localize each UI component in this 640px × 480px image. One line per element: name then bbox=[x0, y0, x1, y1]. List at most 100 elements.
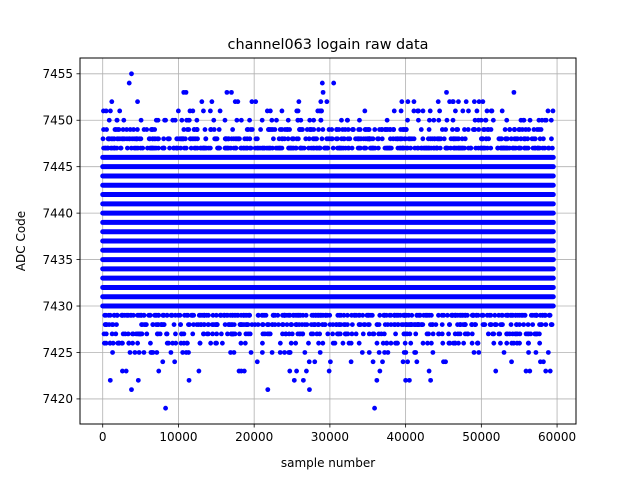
data-point bbox=[157, 331, 163, 337]
data-point bbox=[185, 312, 191, 318]
data-point bbox=[131, 312, 136, 318]
y-tick-label: 7440 bbox=[42, 206, 73, 220]
data-point bbox=[254, 145, 260, 151]
data-point bbox=[336, 331, 342, 337]
data-point bbox=[214, 331, 220, 337]
data-point bbox=[457, 331, 463, 337]
data-point bbox=[382, 350, 387, 355]
x-tick-label: 60000 bbox=[538, 430, 576, 444]
data-point bbox=[532, 331, 538, 337]
data-point bbox=[379, 136, 385, 142]
data-point bbox=[255, 322, 261, 327]
data-point bbox=[199, 99, 205, 105]
data-point bbox=[150, 350, 156, 355]
data-point bbox=[384, 312, 389, 318]
data-point-outlier bbox=[265, 387, 271, 393]
data-point bbox=[439, 312, 445, 318]
data-point bbox=[330, 340, 336, 346]
data-point-outlier bbox=[523, 368, 529, 374]
data-point-outlier bbox=[545, 108, 551, 114]
data-point bbox=[260, 340, 265, 346]
y-tick-label: 7445 bbox=[42, 160, 73, 174]
data-point bbox=[406, 312, 412, 318]
data-point-outlier bbox=[307, 387, 312, 393]
data-point bbox=[481, 145, 486, 151]
data-point bbox=[275, 312, 281, 318]
data-point bbox=[343, 331, 349, 337]
data-point bbox=[168, 312, 174, 318]
data-point bbox=[218, 331, 224, 337]
data-point bbox=[370, 331, 376, 337]
data-point-outlier bbox=[196, 368, 202, 374]
data-point bbox=[488, 145, 494, 151]
data-point bbox=[443, 145, 449, 151]
y-tick-label: 7435 bbox=[42, 253, 73, 267]
data-point bbox=[495, 145, 501, 151]
data-point bbox=[366, 331, 372, 337]
data-point bbox=[266, 331, 272, 337]
data-point bbox=[186, 127, 192, 132]
data-point bbox=[313, 145, 319, 151]
data-point bbox=[280, 331, 285, 337]
data-point bbox=[106, 117, 112, 123]
data-point bbox=[448, 145, 453, 151]
data-point bbox=[259, 117, 265, 123]
data-point bbox=[413, 350, 419, 355]
data-point bbox=[507, 331, 513, 337]
data-point-outlier bbox=[428, 377, 434, 383]
data-point bbox=[503, 136, 508, 142]
data-point bbox=[101, 145, 107, 151]
data-point bbox=[421, 312, 427, 318]
data-point bbox=[222, 117, 228, 123]
data-point bbox=[124, 312, 130, 318]
data-point-outlier bbox=[493, 368, 499, 374]
data-point bbox=[164, 312, 170, 318]
y-tick-label: 7425 bbox=[42, 346, 73, 360]
data-point bbox=[229, 322, 235, 327]
data-point bbox=[428, 145, 434, 151]
data-point bbox=[242, 312, 248, 318]
data-point bbox=[247, 312, 252, 318]
data-point bbox=[147, 312, 153, 318]
data-point bbox=[152, 136, 158, 142]
data-point bbox=[152, 127, 158, 132]
data-point bbox=[282, 312, 287, 318]
data-point bbox=[312, 322, 318, 327]
x-tick-label: 50000 bbox=[462, 430, 500, 444]
data-point bbox=[303, 312, 309, 318]
data-point-outlier bbox=[370, 359, 376, 365]
data-point bbox=[287, 127, 292, 132]
data-point bbox=[297, 127, 303, 132]
data-point bbox=[380, 340, 386, 346]
data-point bbox=[125, 145, 130, 151]
data-point-outlier bbox=[391, 108, 397, 114]
data-points bbox=[100, 71, 556, 411]
data-point bbox=[473, 145, 479, 151]
data-point bbox=[299, 331, 305, 337]
data-point bbox=[128, 145, 134, 151]
data-point bbox=[164, 331, 170, 337]
data-point-outlier bbox=[120, 368, 125, 374]
data-point bbox=[428, 322, 433, 327]
data-point-outlier bbox=[135, 377, 141, 383]
data-point bbox=[117, 108, 123, 114]
data-point-outlier bbox=[348, 359, 354, 365]
data-point bbox=[318, 108, 324, 114]
data-point bbox=[420, 322, 426, 327]
data-point-outlier bbox=[123, 368, 129, 374]
data-point bbox=[249, 322, 255, 327]
data-point-outlier bbox=[476, 99, 482, 105]
data-point bbox=[286, 350, 292, 355]
data-point bbox=[528, 312, 534, 318]
data-point bbox=[530, 145, 536, 151]
data-point bbox=[542, 312, 548, 318]
data-point bbox=[125, 331, 131, 337]
x-tick-label: 30000 bbox=[311, 430, 349, 444]
data-point bbox=[279, 127, 285, 132]
data-point bbox=[182, 145, 187, 151]
data-point bbox=[408, 322, 414, 327]
data-point bbox=[421, 145, 427, 151]
data-point bbox=[491, 340, 497, 346]
data-point bbox=[280, 322, 285, 327]
data-point-outlier bbox=[547, 368, 553, 374]
